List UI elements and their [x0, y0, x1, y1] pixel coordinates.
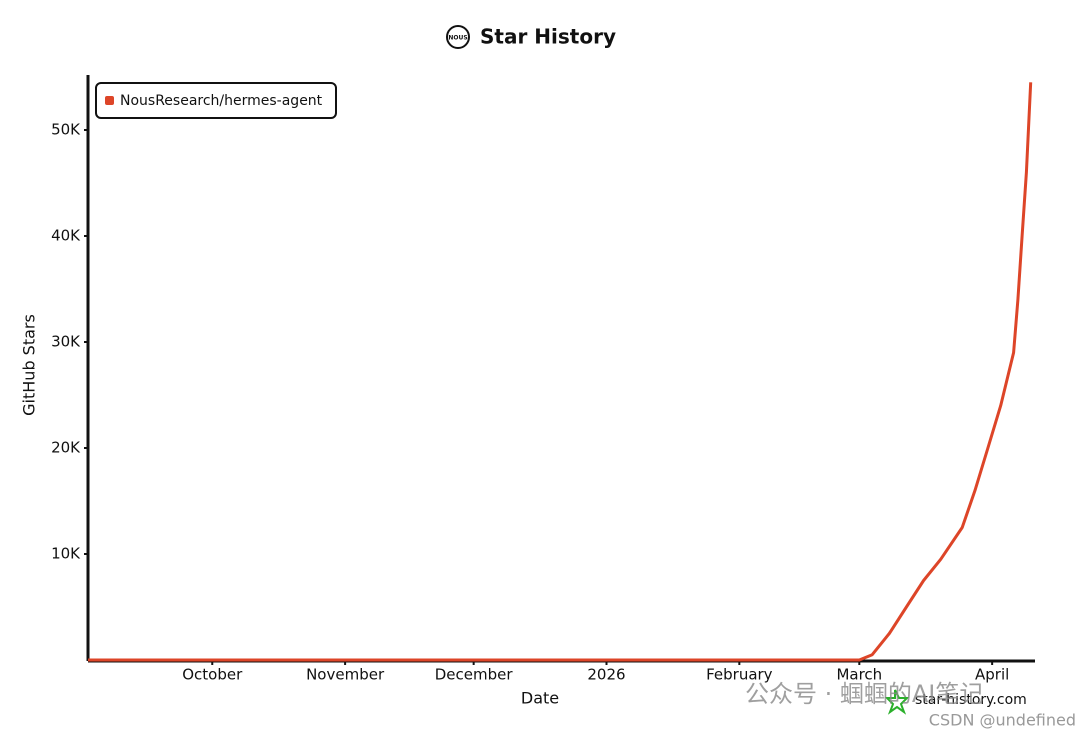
x-tick-label: March [836, 666, 882, 684]
legend-swatch [105, 96, 114, 105]
logo-text: NOUS [448, 35, 467, 42]
x-axis-label: Date [521, 689, 559, 708]
x-tick-label: 2026 [587, 666, 625, 684]
watermark: CSDN @undefined [929, 711, 1076, 730]
y-tick-label: 30K [51, 333, 81, 351]
x-tick-label: October [182, 666, 243, 684]
y-tick-label: 50K [51, 121, 81, 139]
y-tick-label: 40K [51, 227, 81, 245]
x-tick-label: December [435, 666, 514, 684]
logo [446, 25, 470, 49]
y-axis-label: GitHub Stars [20, 314, 39, 416]
y-tick-label: 20K [51, 439, 81, 457]
watermark: 公众号 · 蝈蝈的AI笔记 [745, 680, 983, 708]
x-tick-label: February [706, 666, 773, 684]
chart-title: Star History [480, 25, 616, 49]
source-icon [884, 689, 910, 715]
x-tick-label: November [306, 666, 385, 684]
legend-box [95, 82, 337, 119]
legend-label: NousResearch/hermes-agent [120, 93, 323, 109]
y-tick-label: 10K [51, 545, 81, 563]
source: star-history.com [915, 692, 1027, 708]
series-line [88, 82, 1033, 662]
x-tick-label: April [975, 666, 1009, 684]
